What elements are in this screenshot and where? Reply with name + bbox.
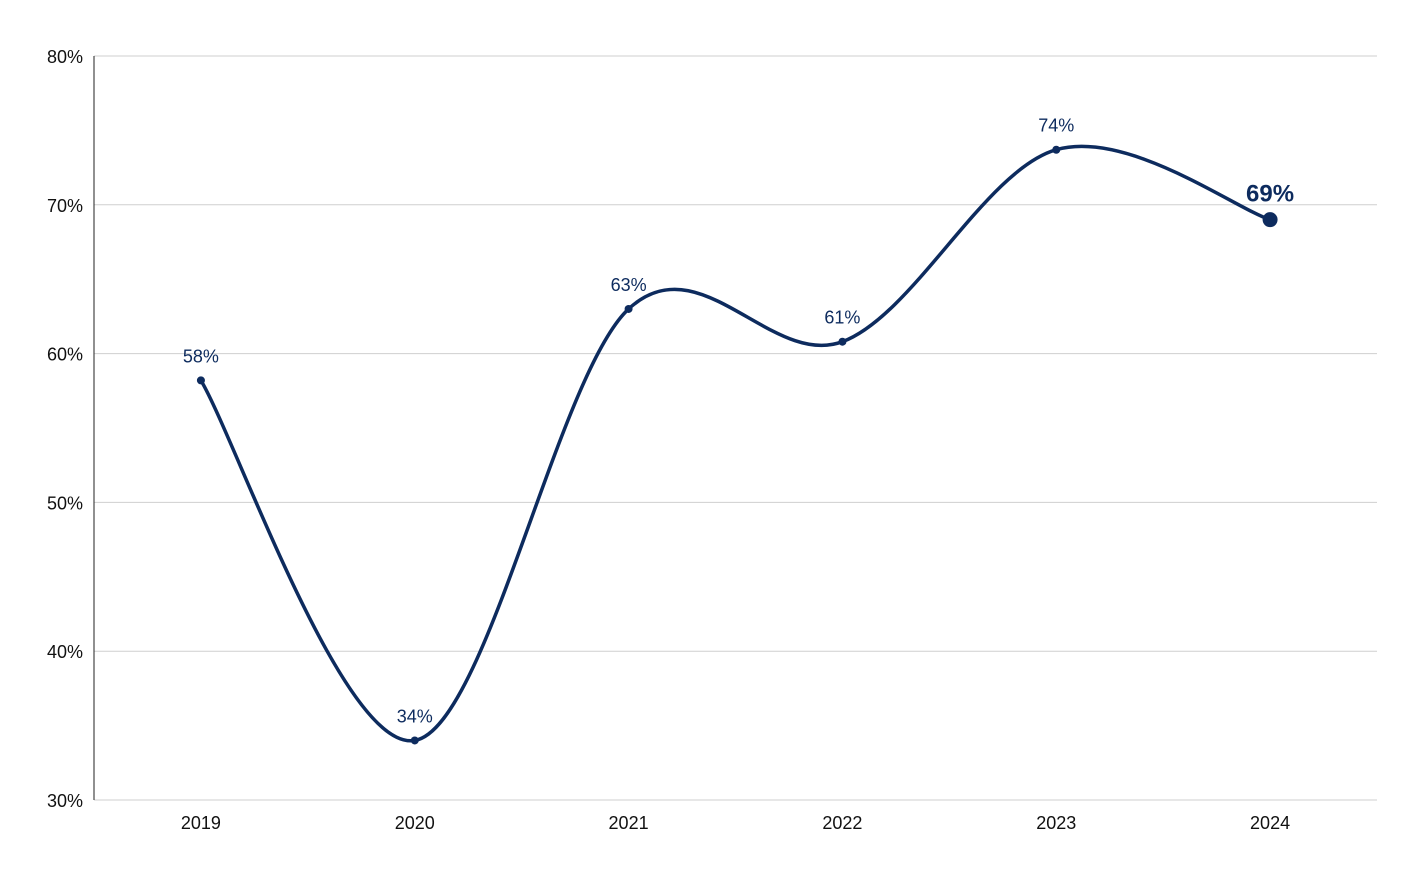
data-label: 61% [824,308,860,328]
data-label: 58% [183,346,219,366]
data-point [196,376,205,385]
data-point [1052,145,1061,154]
y-tick-label: 70% [47,196,83,216]
y-tick-label: 50% [47,493,83,513]
data-point [838,337,847,346]
highlight-point [1262,212,1278,228]
y-tick-labels: 30% 40% 50% 60% 70% 80% [47,47,83,811]
x-tick-label: 2021 [609,813,649,833]
data-point [624,304,633,313]
data-label: 34% [397,706,433,726]
data-label: 63% [611,275,647,295]
x-tick-label: 2022 [822,813,862,833]
y-tick-label: 40% [47,642,83,662]
highlight-data-label: 69% [1246,181,1294,208]
y-tick-label: 60% [47,345,83,365]
data-point [410,736,419,745]
data-label: 74% [1038,116,1074,136]
data-points [196,145,1278,745]
x-tick-label: 2023 [1036,813,1076,833]
gridlines [94,55,1377,801]
x-tick-label: 2020 [395,813,435,833]
x-tick-labels: 2019 2020 2021 2022 2023 2024 [181,813,1290,833]
data-labels: 58% 34% 63% 61% 74% 69% [183,116,1294,727]
y-tick-label: 30% [47,791,83,811]
y-tick-label: 80% [47,47,83,67]
x-tick-label: 2019 [181,813,221,833]
x-tick-label: 2024 [1250,813,1290,833]
